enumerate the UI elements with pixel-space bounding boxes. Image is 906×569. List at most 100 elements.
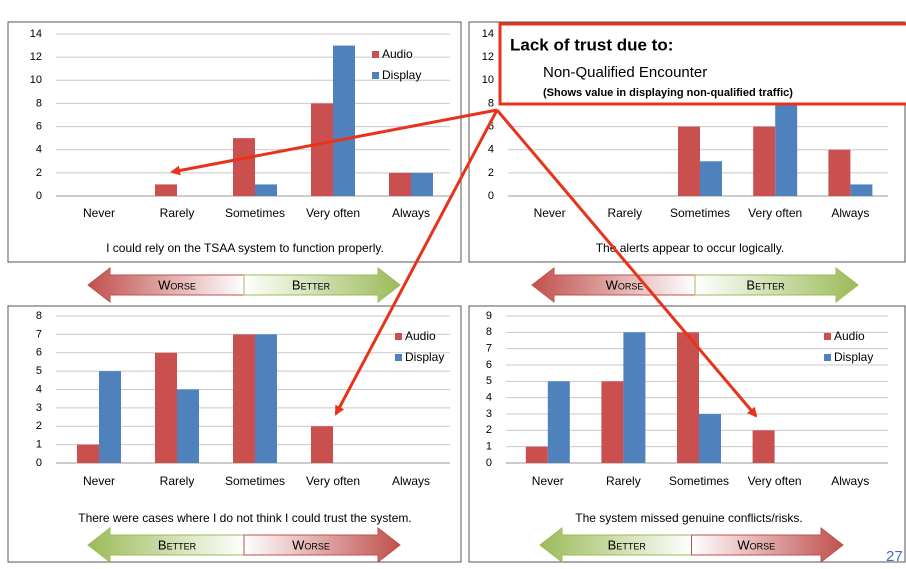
y-tick-label: 14	[482, 28, 494, 40]
legend-swatch	[395, 354, 402, 361]
y-tick-label: 4	[36, 144, 42, 156]
bar	[753, 126, 776, 196]
x-tick-label: Never	[83, 474, 115, 488]
caption: I could rely on the TSAA system to funct…	[106, 241, 384, 255]
y-tick-label: 6	[488, 120, 494, 132]
bar	[850, 184, 873, 196]
y-tick-label: 6	[36, 120, 42, 132]
bar	[700, 161, 722, 196]
bar	[752, 430, 775, 463]
bar	[623, 332, 646, 463]
legend-swatch	[372, 51, 379, 58]
x-tick-label: Sometimes	[225, 206, 285, 220]
scale-label: Worse	[158, 277, 196, 292]
x-tick-label: Always	[392, 474, 430, 488]
x-tick-label: Always	[831, 474, 869, 488]
x-tick-label: Never	[83, 206, 115, 220]
scale-arrow	[694, 266, 859, 304]
legend-label: Display	[834, 350, 873, 364]
x-tick-label: Never	[534, 206, 566, 220]
x-tick-label: Sometimes	[225, 474, 285, 488]
x-tick-label: Very often	[748, 206, 802, 220]
y-tick-label: 8	[488, 97, 494, 109]
y-tick-label: 8	[36, 97, 42, 109]
y-tick-label: 0	[488, 190, 494, 202]
bar	[828, 149, 851, 196]
bar	[411, 172, 433, 196]
legend-label: Audio	[405, 329, 436, 343]
legend-swatch	[395, 333, 402, 340]
y-tick-label: 10	[30, 74, 42, 86]
y-tick-label: 0	[36, 190, 42, 202]
bar	[311, 426, 333, 463]
legend-swatch	[824, 354, 831, 361]
bar	[255, 184, 277, 196]
annotation-box	[498, 22, 906, 106]
x-tick-label: Rarely	[160, 474, 195, 488]
bar	[255, 334, 277, 463]
y-tick-label: 12	[30, 51, 42, 63]
bar	[547, 381, 570, 463]
scale-arrow	[243, 266, 401, 304]
bar	[699, 414, 721, 463]
legend-swatch	[824, 333, 831, 340]
y-tick-label: 9	[486, 310, 492, 322]
y-tick-label: 3	[486, 408, 492, 420]
x-tick-label: Very often	[306, 474, 360, 488]
x-tick-label: Rarely	[607, 206, 642, 220]
bar	[389, 172, 411, 196]
bar	[775, 103, 798, 196]
y-tick-label: 8	[36, 310, 42, 322]
bar	[155, 184, 177, 196]
y-tick-label: 1	[36, 439, 42, 451]
y-tick-label: 14	[30, 28, 42, 40]
y-tick-label: 5	[486, 375, 492, 387]
legend-label: Display	[382, 68, 421, 82]
y-tick-label: 1	[486, 441, 492, 453]
bar	[677, 332, 699, 463]
bar	[233, 138, 255, 196]
legend-label: Display	[405, 350, 444, 364]
y-tick-label: 8	[486, 326, 492, 338]
bar	[525, 446, 548, 463]
scale-arrow	[243, 526, 401, 564]
y-tick-label: 6	[36, 347, 42, 359]
pointer-arrow	[495, 109, 758, 418]
scale-label: Worse	[606, 277, 644, 292]
x-tick-label: Very often	[748, 474, 802, 488]
y-tick-label: 2	[488, 167, 494, 179]
bar	[177, 389, 199, 463]
y-tick-label: 0	[486, 457, 492, 469]
bar	[77, 444, 99, 463]
legend-label: Audio	[382, 47, 413, 61]
y-tick-label: 4	[36, 383, 42, 395]
pointer-arrow	[334, 109, 499, 416]
y-tick-label: 4	[488, 144, 494, 156]
caption: The system missed genuine conflicts/risk…	[575, 511, 802, 525]
x-tick-label: Always	[831, 206, 869, 220]
bar	[99, 371, 121, 463]
bar	[601, 381, 624, 463]
caption: The alerts appear to occur logically.	[596, 241, 785, 255]
y-tick-label: 7	[486, 343, 492, 355]
bar	[333, 45, 355, 197]
legend-label: Audio	[834, 329, 865, 343]
y-tick-label: 2	[486, 424, 492, 436]
page-number: 27	[886, 548, 903, 565]
y-tick-label: 12	[482, 51, 494, 63]
scale-arrow	[691, 526, 844, 564]
x-tick-label: Rarely	[160, 206, 195, 220]
scale-label: Worse	[737, 537, 775, 552]
x-tick-label: Always	[392, 206, 430, 220]
x-tick-label: Very often	[306, 206, 360, 220]
scale-label: Worse	[292, 537, 330, 552]
y-tick-label: 2	[36, 420, 42, 432]
legend-swatch	[372, 72, 379, 79]
y-tick-label: 5	[36, 365, 42, 377]
y-tick-label: 6	[486, 359, 492, 371]
x-tick-label: Never	[532, 474, 564, 488]
caption: There were cases where I do not think I …	[78, 511, 412, 525]
y-tick-label: 4	[486, 392, 492, 404]
x-tick-label: Sometimes	[670, 206, 730, 220]
